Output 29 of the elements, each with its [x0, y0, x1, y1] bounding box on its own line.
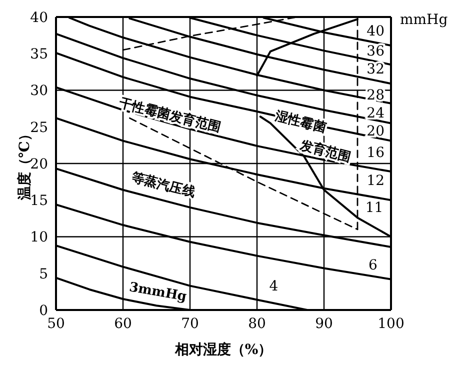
annotation: 40 [366, 24, 385, 40]
annotation: 24 [366, 106, 385, 122]
y-tick-label: 20 [30, 156, 48, 172]
x-tick-label: 70 [181, 316, 199, 332]
text: mmHg [400, 12, 448, 28]
y-tick-label: 10 [30, 230, 48, 246]
y-tick-label: 30 [30, 83, 48, 100]
y-tick-label: 15 [30, 193, 48, 210]
x-axis-title: 相对湿度（%） [174, 341, 272, 358]
x-tick-label: 80 [248, 316, 266, 332]
x-tick-label: 100 [378, 316, 404, 332]
annotation: 3mmHg [128, 280, 188, 305]
annotation: 16 [366, 145, 385, 162]
annotation: 4 [269, 278, 278, 295]
annotation: 20 [366, 123, 385, 140]
annotation: 36 [366, 43, 385, 60]
y-tick-label: 0 [39, 302, 48, 319]
annotation: 发育范围 [297, 137, 353, 166]
y-tick-label: 5 [39, 266, 48, 282]
x-tick-label: 50 [47, 316, 65, 332]
annotation: 32 [366, 62, 385, 78]
y-tick-label: 35 [30, 46, 48, 63]
y-tick-label: 25 [30, 120, 48, 136]
x-tick-label: 60 [114, 316, 132, 332]
annotation: 11 [365, 200, 384, 216]
y-tick-label: 40 [30, 10, 48, 26]
x-tick-label: 90 [315, 316, 333, 332]
annotation: 12 [366, 173, 385, 190]
annotation: 6 [368, 257, 378, 274]
